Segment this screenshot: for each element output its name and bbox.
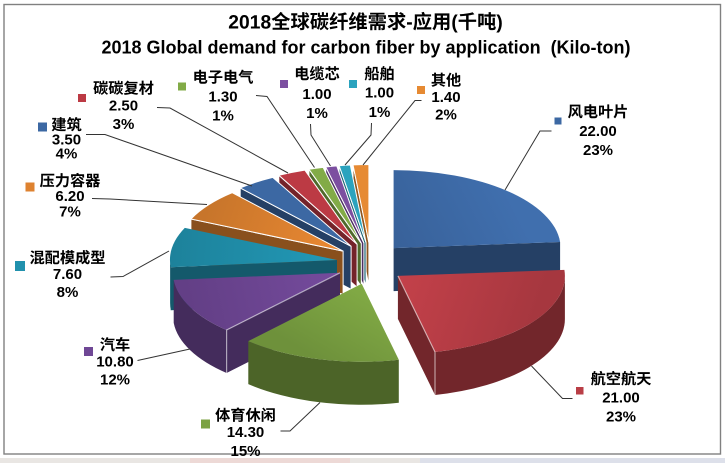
svg-text:1.30: 1.30 [208, 89, 237, 106]
svg-text:10.80: 10.80 [96, 354, 134, 371]
svg-text:3%: 3% [113, 116, 135, 133]
svg-text:2%: 2% [435, 107, 457, 124]
svg-text:7.60: 7.60 [53, 266, 82, 283]
svg-text:1.40: 1.40 [431, 89, 460, 106]
svg-text:12%: 12% [100, 372, 130, 389]
svg-text:2.50: 2.50 [109, 98, 138, 115]
svg-text:23%: 23% [583, 142, 613, 159]
svg-text:23%: 23% [606, 409, 636, 426]
svg-text:14.30: 14.30 [227, 424, 265, 441]
svg-text:4%: 4% [56, 146, 78, 163]
svg-text:1.00: 1.00 [302, 86, 331, 103]
svg-text:1%: 1% [369, 104, 391, 121]
svg-text:6.20: 6.20 [55, 188, 84, 205]
svg-text:2018 Global demand for carbon: 2018 Global demand for carbon fiber by a… [101, 38, 630, 58]
svg-text:3.50: 3.50 [52, 132, 81, 149]
svg-text:1%: 1% [306, 105, 328, 122]
svg-text:1.00: 1.00 [365, 85, 394, 102]
svg-text:15%: 15% [230, 443, 260, 460]
svg-text:7%: 7% [59, 204, 81, 221]
svg-text:22.00: 22.00 [579, 123, 617, 140]
svg-text:21.00: 21.00 [602, 390, 640, 407]
svg-text:1%: 1% [212, 108, 234, 125]
svg-text:8%: 8% [57, 284, 79, 301]
